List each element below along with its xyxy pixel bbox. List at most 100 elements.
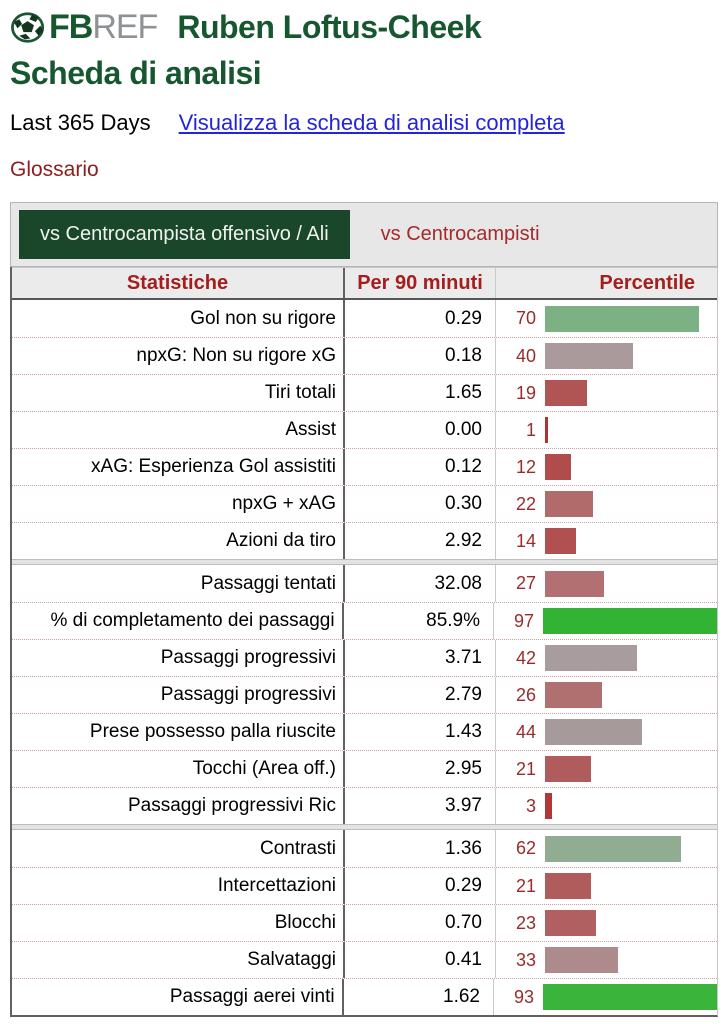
table-row: Tiri totali 1.65 19	[12, 374, 717, 411]
table-row: Passaggi aerei vinti 1.62 93	[12, 978, 717, 1015]
percentile-bar	[545, 454, 571, 480]
glossary-link[interactable]: Glossario	[10, 158, 99, 181]
stat-label: Passaggi tentati	[12, 565, 345, 602]
stat-label: Salvataggi	[12, 942, 345, 978]
percentile-bar	[545, 756, 591, 782]
percentile-bar	[545, 873, 591, 899]
percentile-cell: 27	[496, 565, 717, 602]
percentile-bar	[545, 682, 602, 708]
percentile-cell: 12	[496, 449, 717, 485]
soccer-ball-icon	[10, 11, 47, 44]
fbref-logo: FB REF	[10, 8, 158, 47]
per90-value: 0.12	[345, 449, 496, 485]
stat-label: Azioni da tiro	[12, 523, 345, 559]
page-subtitle: Scheda di analisi	[10, 55, 262, 91]
logo-ref-text: REF	[92, 8, 158, 46]
table-row: Contrasti 1.36 62	[12, 830, 717, 867]
tab-vs-centrocampisti[interactable]: vs Centrocampisti	[380, 223, 540, 245]
table-row: xAG: Esperienza Gol assistiti 0.12 12	[12, 448, 717, 485]
table-row: npxG: Non su rigore xG 0.18 40	[12, 337, 717, 374]
percentile-value: 12	[515, 456, 536, 477]
table-row: Passaggi progressivi 3.71 42	[12, 639, 717, 676]
percentile-cell: 33	[496, 942, 717, 978]
period-label: Last 365 Days	[10, 110, 151, 135]
percentile-bar	[545, 528, 576, 554]
per90-value: 0.70	[345, 905, 496, 941]
table-row: % di completamento dei passaggi 85.9% 97	[12, 602, 717, 639]
table-row: Assist 0.00 1	[12, 411, 717, 448]
percentile-value: 3	[525, 795, 536, 816]
table-row: Tocchi (Area off.) 2.95 21	[12, 750, 717, 787]
stat-label: Tocchi (Area off.)	[12, 751, 345, 787]
percentile-cell: 1	[496, 412, 717, 448]
scouting-report-table: Statistiche Per 90 minuti Percentile Gol…	[10, 267, 718, 1017]
stat-label: Tiri totali	[12, 375, 345, 411]
percentile-bar	[545, 645, 637, 671]
percentile-cell: 97	[494, 603, 717, 639]
percentile-bar	[543, 608, 717, 634]
table-row: Passaggi progressivi 2.79 26	[12, 676, 717, 713]
group-separator	[12, 824, 717, 830]
percentile-value: 22	[515, 493, 536, 514]
full-report-link[interactable]: Visualizza la scheda di analisi completa	[178, 110, 565, 135]
percentile-value: 21	[515, 875, 536, 896]
percentile-bar	[545, 491, 593, 517]
table-header-row: Statistiche Per 90 minuti Percentile	[12, 267, 717, 300]
percentile-value: 93	[513, 986, 534, 1007]
percentile-bar	[545, 380, 587, 406]
percentile-value: 1	[525, 419, 536, 440]
percentile-value: 33	[515, 949, 536, 970]
page-header: FB REF Ruben Loftus-Cheek	[10, 8, 718, 47]
stat-label: Gol non su rigore	[12, 300, 345, 337]
stat-label: Passaggi aerei vinti	[12, 979, 344, 1015]
percentile-value: 40	[515, 345, 536, 366]
group-separator	[12, 559, 717, 565]
percentile-cell: 22	[496, 486, 717, 522]
stat-label: Passaggi progressivi	[12, 640, 345, 676]
table-row: npxG + xAG 0.30 22	[12, 485, 717, 522]
percentile-bar	[543, 984, 717, 1010]
table-row: Azioni da tiro 2.92 14	[12, 522, 717, 559]
percentile-value: 44	[515, 721, 536, 742]
column-header-statistiche: Statistiche	[12, 268, 345, 298]
percentile-value: 14	[515, 530, 536, 551]
percentile-value: 97	[513, 610, 534, 631]
per90-value: 0.29	[345, 868, 496, 904]
per90-value: 2.92	[345, 523, 496, 559]
stat-label: Passaggi progressivi	[12, 677, 345, 713]
percentile-value: 26	[515, 684, 536, 705]
percentile-cell: 3	[496, 788, 717, 824]
percentile-value: 23	[515, 912, 536, 933]
stat-label: npxG + xAG	[12, 486, 345, 522]
per90-value: 1.65	[345, 375, 496, 411]
stat-label: Contrasti	[12, 830, 345, 867]
percentile-value: 21	[515, 758, 536, 779]
position-tabs: vs Centrocampista offensivo / Ali vs Cen…	[10, 202, 718, 267]
per90-value: 3.71	[345, 640, 496, 676]
tab-vs-centrocampista-offensivo-ali[interactable]: vs Centrocampista offensivo / Ali	[19, 210, 350, 259]
column-header-percentile: Percentile	[599, 271, 695, 294]
percentile-value: 70	[515, 308, 536, 328]
stat-label: Passaggi progressivi Ric	[12, 788, 345, 824]
percentile-cell: 44	[496, 714, 717, 750]
logo-fb-text: FB	[49, 8, 93, 46]
stats-table-body: Gol non su rigore 0.29 70 npxG: Non su rigo…	[12, 300, 717, 1015]
per90-value: 32.08	[345, 565, 496, 602]
table-row: Passaggi tentati 32.08 27	[12, 565, 717, 602]
percentile-cell: 19	[496, 375, 717, 411]
percentile-cell: 14	[496, 523, 717, 559]
stat-label: Intercettazioni	[12, 868, 345, 904]
percentile-value: 19	[515, 382, 536, 403]
percentile-cell: 93	[494, 979, 717, 1015]
percentile-bar	[545, 910, 596, 936]
per90-value: 3.97	[345, 788, 496, 824]
percentile-cell: 21	[496, 868, 717, 904]
table-row: Passaggi progressivi Ric 3.97 3	[12, 787, 717, 824]
table-row: Intercettazioni 0.29 21	[12, 867, 717, 904]
percentile-cell: 26	[496, 677, 717, 713]
percentile-cell: 70	[496, 300, 717, 337]
table-row: Blocchi 0.70 23	[12, 904, 717, 941]
percentile-value: 62	[515, 838, 536, 858]
percentile-value: 27	[515, 573, 536, 593]
